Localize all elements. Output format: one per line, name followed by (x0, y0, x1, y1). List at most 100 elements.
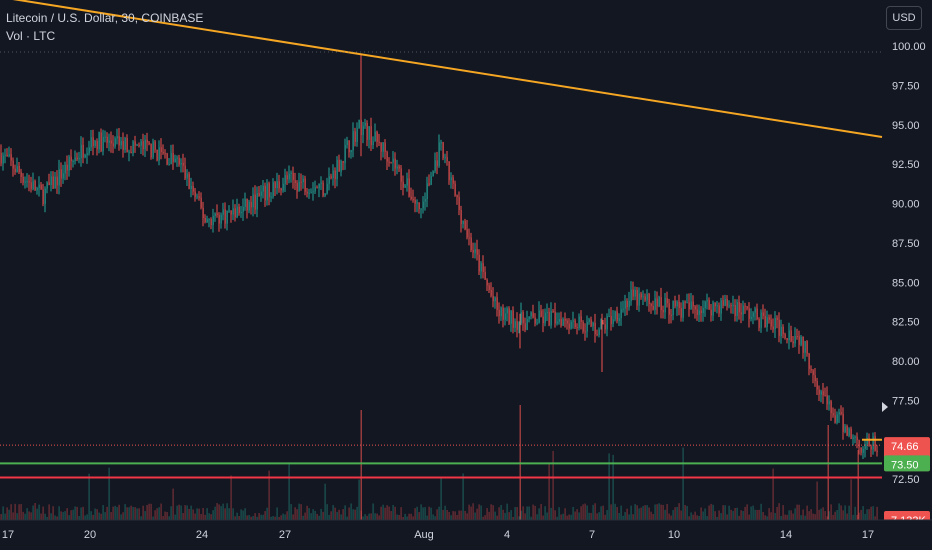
candle-body-17 (34, 180, 36, 191)
volume-bar-169 (338, 509, 340, 520)
volume-bar-376 (752, 505, 754, 520)
volume-bar-423 (846, 513, 848, 520)
candle-body-172 (344, 144, 346, 163)
candle-body-191 (382, 142, 384, 152)
candle-body-391 (782, 326, 784, 335)
volume-bar-85 (170, 506, 172, 520)
candle-body-119 (238, 206, 240, 214)
volume-bar-373 (746, 504, 748, 520)
candle-body-357 (714, 302, 716, 307)
candle-body-83 (166, 153, 168, 165)
volume-bar-123 (246, 515, 248, 520)
volume-bar-377 (754, 509, 756, 520)
candle-body-351 (702, 307, 704, 314)
volume-bar-285 (570, 514, 572, 520)
volume-bar-5 (10, 504, 12, 520)
volume-bar-128 (256, 516, 258, 520)
volume-bar-209 (418, 512, 420, 520)
volume-bar-95 (190, 505, 192, 520)
time-tick-0: 17 (2, 529, 14, 541)
volume-bar-182 (364, 514, 366, 520)
candle-body-166 (332, 170, 334, 178)
candle-body-251 (502, 307, 504, 320)
volume-bar-192 (384, 507, 386, 520)
volume-bar-203 (406, 516, 408, 520)
candle-body-350 (700, 310, 702, 314)
candle-body-133 (266, 183, 268, 201)
volume-bar-382 (764, 515, 766, 520)
candle-body-121 (242, 206, 244, 212)
candle-body-57 (114, 138, 116, 147)
candle-body-6 (12, 160, 14, 169)
candle-body-374 (748, 308, 750, 319)
volume-bar-184 (368, 513, 370, 520)
candle-body-136 (272, 182, 274, 197)
candle-body-433 (866, 438, 868, 444)
candle-body-61 (122, 141, 124, 150)
candle-body-164 (328, 176, 330, 184)
volume-bar-368 (736, 507, 738, 520)
volume-bar-86 (172, 488, 174, 520)
volume-bar-403 (806, 505, 808, 520)
candle-body-400 (800, 337, 802, 345)
candle-body-383 (766, 317, 768, 328)
volume-bar-98 (196, 508, 198, 520)
candle-body-316 (632, 289, 634, 297)
volume-bar-237 (474, 512, 476, 520)
volume-bar-388 (776, 506, 778, 520)
candle-body-226 (452, 177, 454, 184)
candle-body-246 (492, 295, 494, 302)
candle-body-225 (450, 177, 452, 181)
volume-bar-18 (36, 508, 38, 520)
candle-body-122 (244, 198, 246, 207)
price-tick-0: 100.00 (892, 41, 926, 53)
volume-bar-212 (424, 507, 426, 520)
chart-legend: Litecoin / U.S. Dollar, 30, COINBASE Vol… (6, 9, 203, 45)
candle-body-380 (760, 312, 762, 328)
time-tick-8: 14 (780, 529, 792, 541)
volume-bar-246 (492, 505, 494, 520)
currency-button[interactable]: USD (886, 6, 922, 30)
volume-bar-330 (660, 504, 662, 520)
candle-body-176 (352, 131, 354, 151)
volume-bar-175 (350, 503, 352, 520)
volume-bar-68 (136, 508, 138, 520)
candle-body-63 (126, 137, 128, 153)
candle-body-375 (750, 316, 752, 319)
candle-body-428 (856, 436, 858, 441)
candle-body-138 (276, 181, 278, 189)
volume-bar-33 (66, 508, 68, 520)
candle-body-80 (160, 147, 162, 153)
volume-bar-147 (294, 507, 296, 520)
volume-bar-119 (238, 515, 240, 520)
candle-body-231 (462, 220, 464, 224)
candle-body-365 (730, 305, 732, 307)
candle-body-384 (768, 317, 770, 320)
candle-body-363 (726, 298, 728, 307)
candle-body-382 (764, 315, 766, 328)
volume-bar-178 (356, 506, 358, 520)
volume-bar-139 (278, 516, 280, 520)
volume-bar-143 (286, 511, 288, 520)
volume-bar-181 (362, 516, 364, 520)
candle-body-71 (142, 141, 144, 150)
candle-body-154 (308, 193, 310, 195)
candle-body-79 (158, 147, 160, 161)
volume-bar-383 (766, 516, 768, 520)
volume-bar-323 (646, 505, 648, 520)
candle-body-171 (342, 161, 344, 163)
volume-bar-411 (822, 507, 824, 520)
volume-bar-389 (778, 503, 780, 520)
candle-body-144 (288, 173, 290, 180)
volume-bar-300 (600, 506, 602, 520)
candle-body-313 (626, 300, 628, 308)
candle-body-75 (150, 144, 152, 158)
candle-body-398 (796, 335, 798, 337)
candle-body-197 (394, 158, 396, 169)
candle-body-221 (442, 142, 444, 158)
scroll-to-realtime-icon[interactable] (882, 402, 888, 412)
volume-bar-390 (780, 515, 782, 520)
candle-body-328 (656, 298, 658, 307)
candle-body-143 (286, 175, 288, 180)
